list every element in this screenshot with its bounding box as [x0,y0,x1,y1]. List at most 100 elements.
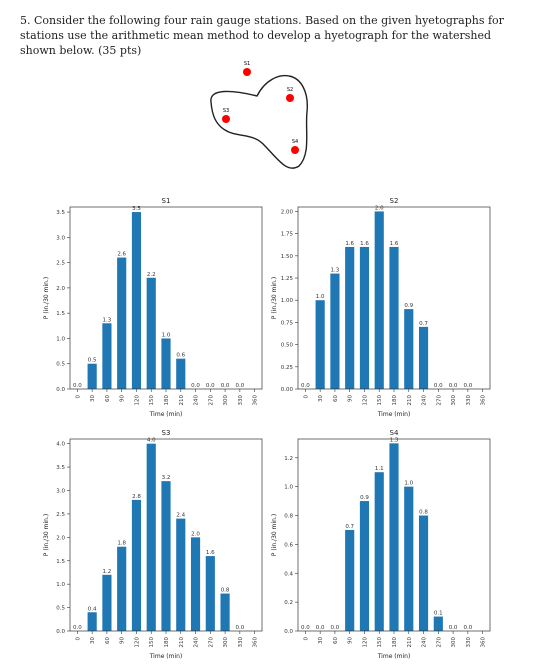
x-tick-label: 210 [407,395,413,406]
hyetograph-s1: S1 0.0 0.5 1.0 1.5 2.0 2.5 3.0 3.5 0.0 0 0.5 30 1.3 60… [43,197,263,418]
bar-30 [87,363,97,389]
bar-240 [418,326,429,389]
y-tick-label: 1.2 [284,456,293,462]
x-tick-label: 30 [318,637,324,644]
bar-180 [161,481,171,631]
data-label: 0.0 [449,625,458,631]
y-axis-label: P (in./30 min.) [43,514,50,556]
data-label: 2.4 [176,513,185,519]
bar-150 [374,472,384,631]
data-label: 3.2 [162,475,171,481]
y-tick-label: 0.5 [56,606,65,612]
data-label: 0.1 [434,611,443,617]
x-tick-label: 150 [377,395,383,406]
x-tick-label: 270 [436,395,442,406]
bar-150 [374,211,384,389]
x-tick-label: 60 [105,395,111,402]
x-tick-label: 300 [451,395,457,406]
data-label: 1.3 [331,268,340,274]
data-label: 1.6 [360,241,369,247]
station-s1: S1 [243,61,251,76]
x-tick-label: 30 [318,395,324,402]
x-tick-label: 240 [194,637,200,648]
data-label: 0.0 [316,625,325,631]
data-label: 0.9 [360,495,369,501]
y-tick-label: 1.25 [281,276,294,282]
y-tick-label: 3.0 [56,489,65,495]
y-tick-label: 1.75 [281,232,294,238]
x-tick-label: 0 [303,395,309,399]
data-label: 2.0 [375,205,384,211]
y-tick-label: 3.5 [56,465,65,471]
x-tick-label: 60 [333,395,339,402]
y-tick-label: 2.5 [56,261,65,267]
data-label: 2.2 [147,272,156,278]
bar-240 [418,515,429,631]
data-label: 1.3 [103,317,112,323]
x-tick-label: 330 [466,395,472,406]
y-tick-label: 1.5 [56,311,65,317]
bar-300 [220,593,230,631]
plot-frame [297,438,491,632]
bar-30 [315,300,325,389]
y-axis-label: P (in./30 min.) [271,514,278,556]
plot-frame [69,438,263,632]
bar-120 [359,501,370,631]
y-tick-label: 1.5 [56,559,65,565]
x-tick-label: 270 [208,395,214,406]
data-label: 0.0 [301,625,310,631]
chart-title: S4 [390,429,399,437]
bar-210 [404,486,414,631]
bar-60 [102,323,112,389]
bar-210 [404,309,414,389]
data-label: 0.0 [235,383,244,389]
y-tick-label: 1.0 [56,336,65,342]
x-tick-label: 150 [149,637,155,648]
data-label: 0.0 [191,383,200,389]
data-label: 0.0 [221,383,230,389]
y-axis-label: P (in./30 min.) [271,277,278,319]
data-label: 0.5 [88,358,97,364]
x-tick-label: 180 [164,395,170,406]
data-label: 0.0 [463,383,472,389]
y-tick-label: 2.0 [56,286,65,292]
data-label: 0.9 [404,303,413,309]
y-tick-label: 0.0 [56,387,65,393]
x-tick-label: 210 [407,637,413,648]
y-tick-label: 1.0 [284,485,293,491]
data-label: 0.8 [419,510,428,516]
watershed-map: S1 S2 S3 S4 [210,61,308,169]
station-s1-label: S1 [244,61,250,67]
data-label: 1.2 [103,569,112,575]
x-axis-label: Time (min) [149,411,183,418]
y-tick-label: 0.0 [284,629,293,635]
data-label: 0.0 [301,383,310,389]
x-tick-label: 330 [238,637,244,648]
x-tick-label: 0 [303,637,309,641]
data-label: 2.6 [117,252,126,258]
bar-60 [330,273,340,389]
data-label: 1.0 [316,294,325,300]
station-s2: S2 [286,87,294,102]
x-tick-label: 180 [164,637,170,648]
y-tick-label: 0.00 [281,387,294,393]
data-label: 2.0 [191,531,200,537]
station-s1-marker [243,68,251,76]
x-tick-label: 210 [179,637,185,648]
plot-frame [69,206,263,390]
bar-60 [102,574,112,631]
x-tick-label: 360 [253,395,259,406]
x-tick-label: 240 [422,637,428,648]
x-tick-label: 360 [481,395,487,406]
hyetograph-s3: S3 0.0 0.5 1.0 1.5 2.0 2.5 3.0 3.5 4.0 0.0 0 0.4 30 1.… [43,429,263,660]
bar-180 [389,443,399,631]
station-s3-label: S3 [223,108,229,114]
y-tick-label: 0.2 [284,600,293,606]
bar-180 [389,246,399,389]
station-s2-label: S2 [287,87,293,93]
x-tick-label: 210 [179,395,185,406]
bar-210 [176,358,186,389]
watershed-boundary [210,74,308,169]
x-tick-label: 180 [392,637,398,648]
bar-120 [131,212,142,389]
